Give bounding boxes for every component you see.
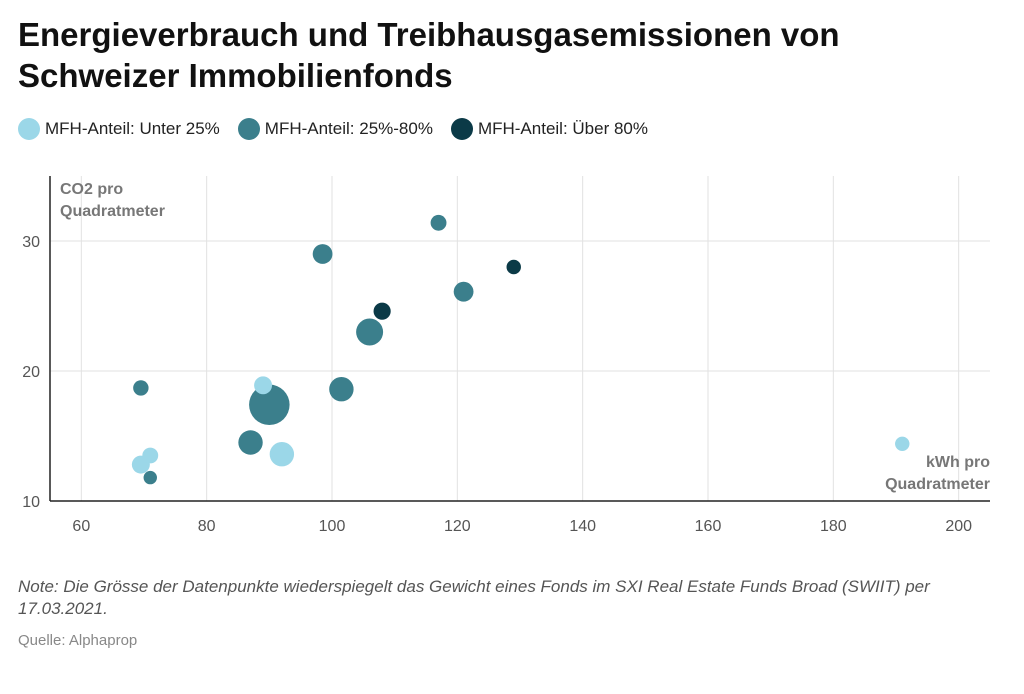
axes: 60 80 100 120 140 160 180 200 10 20 30 [22, 176, 990, 535]
axis-titles: CO2 pro Quadratmeter kWh pro Quadratmeter [60, 181, 990, 493]
y-tick-label: 30 [22, 234, 40, 251]
data-point-series-1 [143, 470, 157, 485]
data-point-series-0 [895, 436, 910, 452]
data-point-series-1 [453, 281, 474, 302]
data-point-series-0 [254, 376, 273, 395]
data-point-series-2 [506, 259, 521, 275]
data-points [131, 214, 910, 485]
legend-label-25-80: MFH-Anteil: 25%-80% [264, 119, 433, 138]
x-axis-title: kWh pro Quadratmeter [885, 454, 990, 493]
x-tick-label: 160 [695, 518, 722, 535]
x-tick-label: 120 [444, 518, 471, 535]
legend-label-over-80: MFH-Anteil: Über 80% [477, 119, 649, 138]
chart-note: Note: Die Grösse der Datenpunkte wieders… [18, 577, 930, 618]
data-point-series-0 [142, 447, 159, 464]
x-tick-label: 140 [569, 518, 596, 535]
y-tick-label: 10 [22, 494, 40, 511]
chart-legend: MFH-Anteil: Unter 25% MFH-Anteil: 25%-80… [18, 118, 666, 140]
legend-swatch-over-80 [450, 118, 473, 140]
data-point-series-1 [312, 244, 333, 264]
y-axis-title: CO2 pro Quadratmeter [60, 181, 165, 220]
data-point-series-2 [373, 302, 391, 320]
chart-title: Energieverbrauch und Treibhausgasemissio… [18, 16, 840, 94]
data-point-series-1 [238, 430, 263, 455]
legend-label-under-25: MFH-Anteil: Unter 25% [45, 119, 220, 138]
data-point-series-1 [356, 318, 384, 346]
legend-item-under-25: MFH-Anteil: Unter 25% [18, 118, 220, 140]
legend-item-25-80: MFH-Anteil: 25%-80% [237, 118, 433, 140]
data-point-series-1 [249, 384, 290, 426]
grid-lines [50, 176, 990, 501]
x-tick-label: 60 [72, 518, 90, 535]
x-tick-label: 180 [820, 518, 847, 535]
scatter-chart: 60 80 100 120 140 160 180 200 10 20 30 CO2 pro Quad… [22, 176, 990, 535]
x-tick-label: 200 [945, 518, 972, 535]
data-point-series-1 [329, 377, 354, 402]
legend-swatch-under-25 [18, 118, 40, 140]
data-point-series-0 [269, 442, 295, 467]
chart-area: 60 80 100 120 140 160 180 200 10 20 30 CO2 pro Quad… [0, 160, 1024, 540]
data-point-series-1 [430, 214, 447, 231]
x-tick-label: 100 [319, 518, 346, 535]
legend-swatch-25-80 [237, 118, 260, 140]
legend-item-over-80: MFH-Anteil: Über 80% [450, 118, 649, 140]
y-tick-label: 20 [22, 364, 40, 381]
x-tick-label: 80 [198, 518, 216, 535]
data-point-series-1 [133, 380, 149, 396]
chart-source: Quelle: Alphaprop [18, 632, 138, 649]
